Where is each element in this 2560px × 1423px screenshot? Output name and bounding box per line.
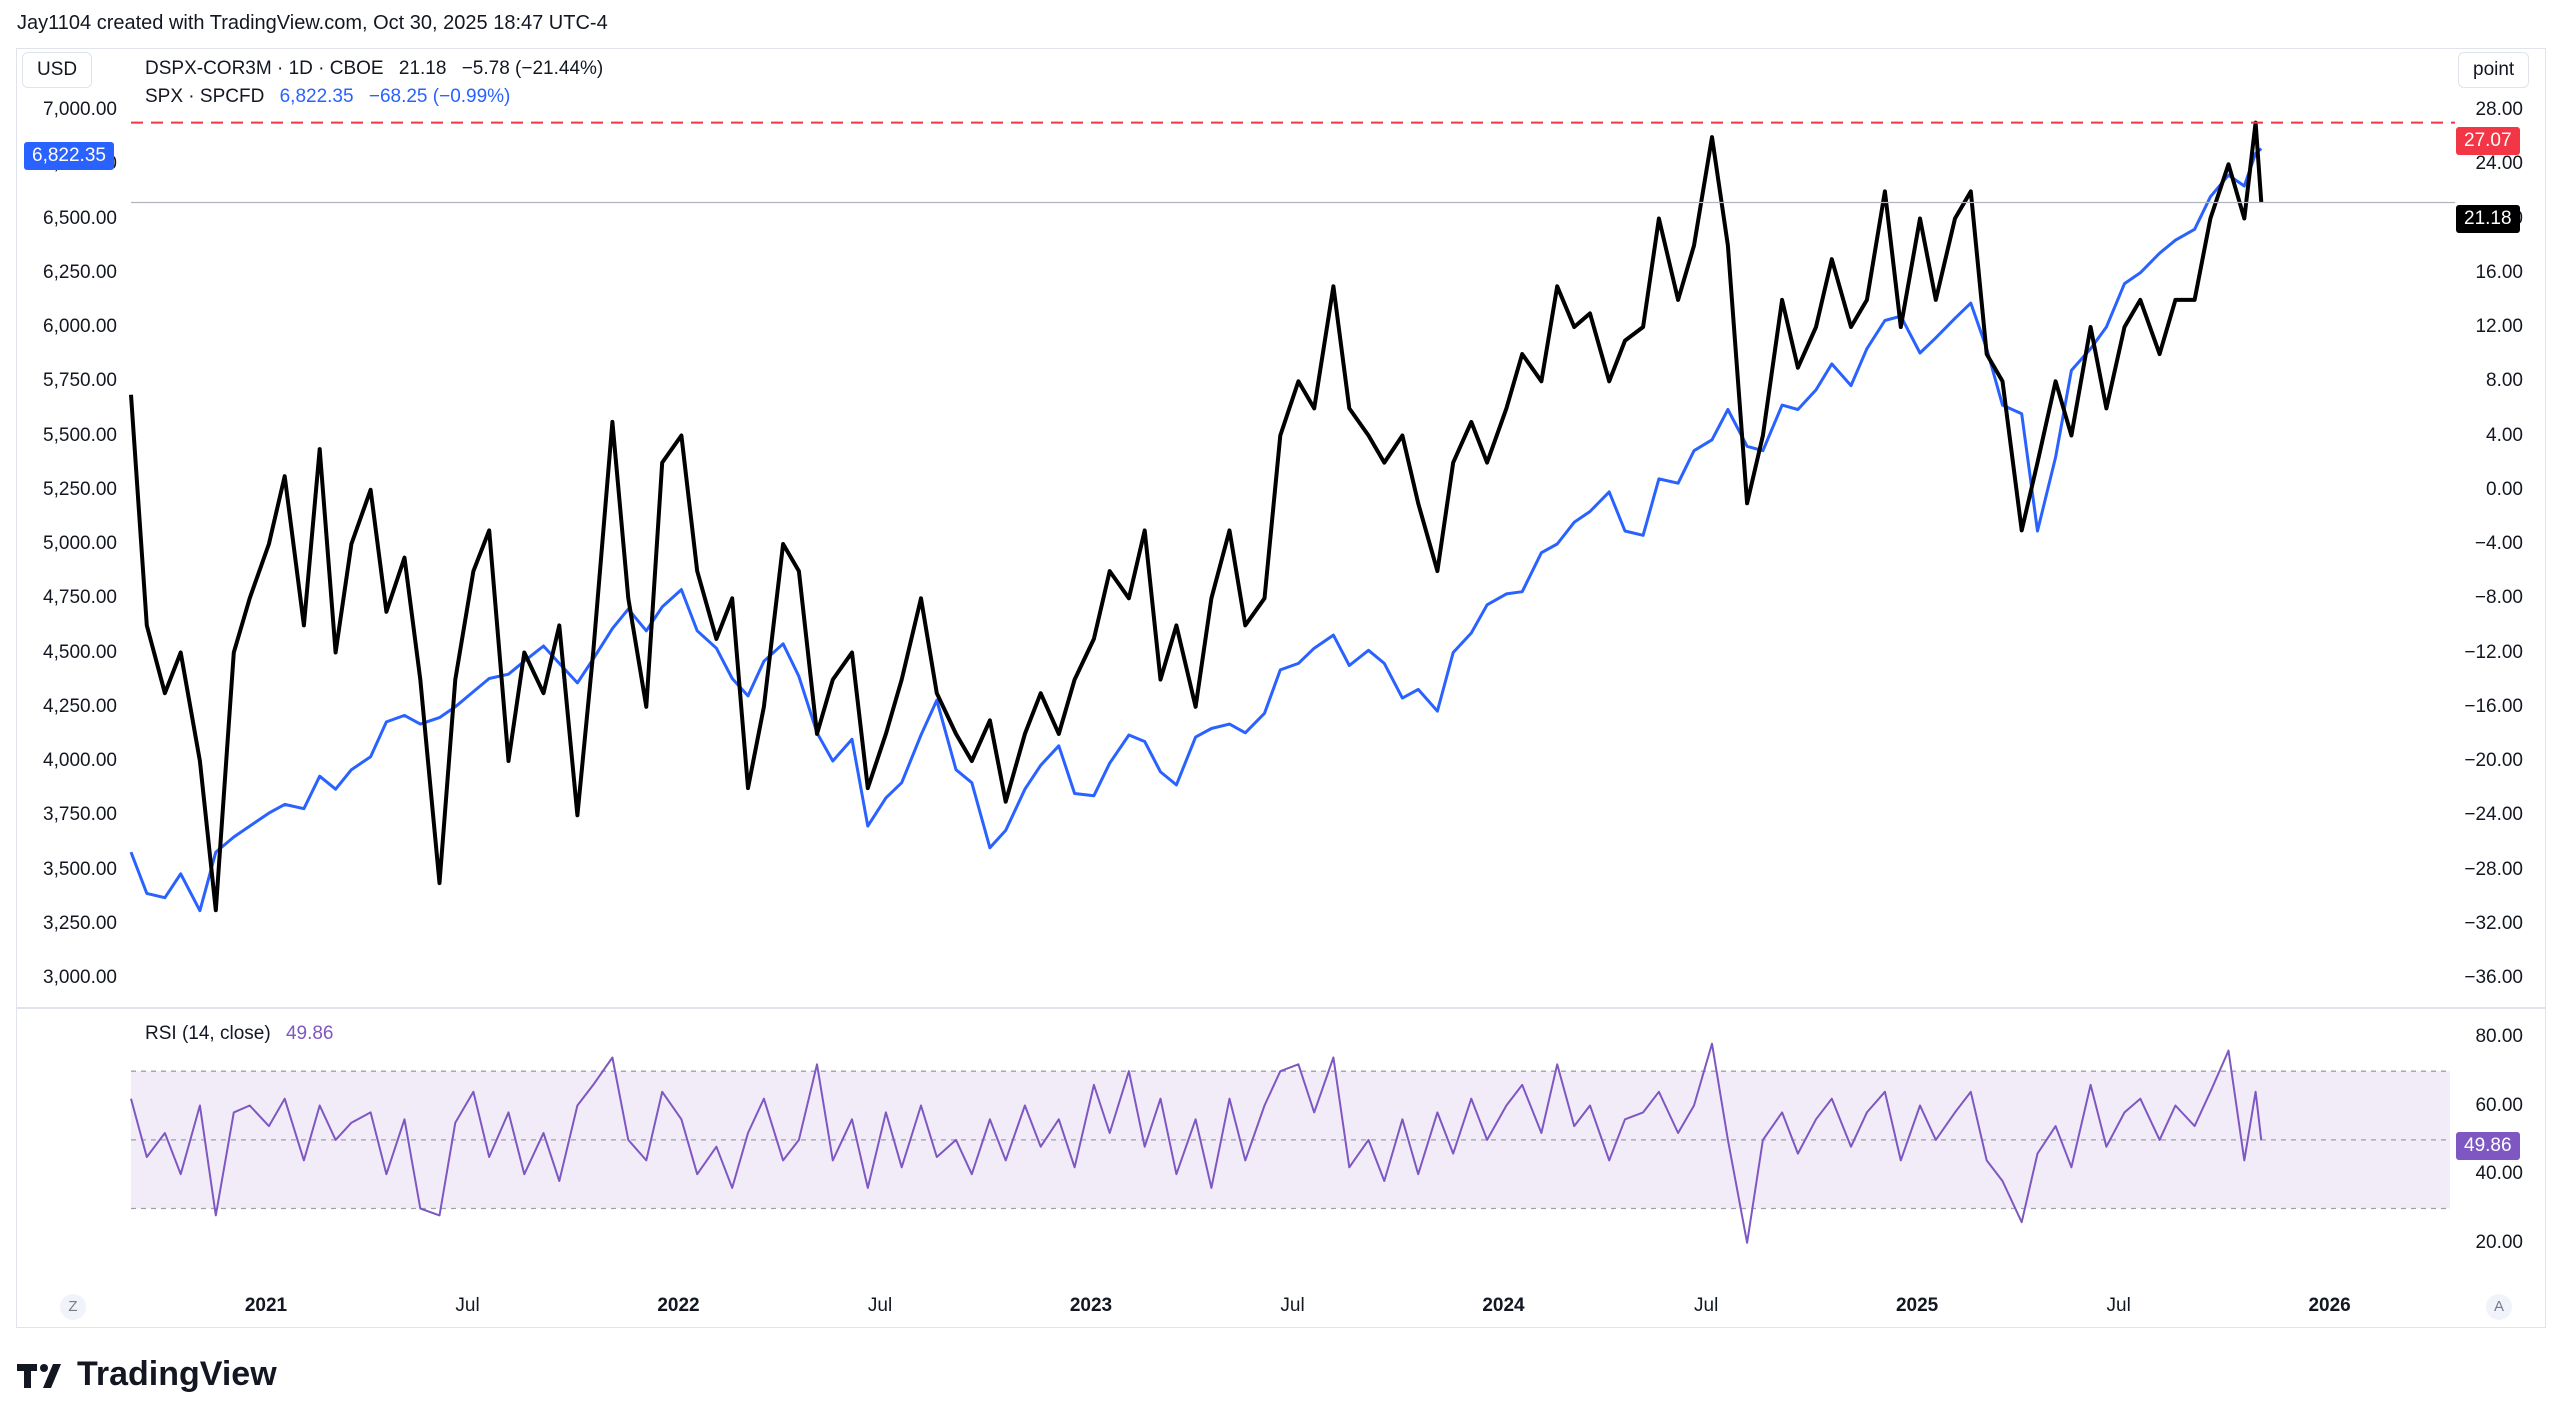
time-axis-tick-label: 2024	[1482, 1295, 1525, 1316]
left-scale-tick-label: 4,250.00	[43, 695, 117, 717]
spx-series-line	[129, 147, 2263, 913]
left-scale-tick-label: 6,250.00	[43, 261, 117, 283]
right-scale-tick-label: −12.00	[2464, 641, 2523, 663]
time-axis-tick-label: 2026	[2308, 1295, 2351, 1316]
rsi-scale-tick-label: 80.00	[2475, 1025, 2523, 1047]
right-scale-tick-label: 28.00	[2475, 99, 2523, 120]
legend-compare-value: 6,822.35	[279, 86, 354, 107]
rsi-last-value-tag: 49.86	[2456, 1132, 2520, 1160]
right-scale-tick-label: −36.00	[2464, 967, 2523, 988]
spx-last-price-tag: 6,822.35	[24, 142, 114, 170]
legend-compare[interactable]: SPX · SPCFD 6,822.35 −68.25 (−0.99%)	[145, 86, 510, 108]
rsi-scale-tick-label: 40.00	[2475, 1163, 2523, 1185]
unit-button[interactable]: point	[2458, 52, 2530, 88]
left-scale-tick-label: 3,750.00	[43, 804, 117, 826]
time-axis-tick-label: Jul	[1280, 1295, 1305, 1316]
left-scale-tick-label: 5,250.00	[43, 478, 117, 500]
legend-compare-change: −68.25 (−0.99%)	[368, 86, 511, 107]
time-axis-tick-label: Jul	[455, 1295, 480, 1316]
tradingview-logo: TradingView	[17, 1355, 277, 1394]
rsi-series-line	[130, 1042, 2263, 1244]
legend-main-value: 21.18	[398, 58, 447, 79]
auto-scale-button[interactable]: A	[2486, 1294, 2512, 1320]
time-axis-tick-label: 2021	[244, 1295, 288, 1316]
legend-main-change: −5.78 (−21.44%)	[461, 58, 604, 79]
rsi-scale-tick-label: 20.00	[2475, 1231, 2523, 1253]
left-scale-tick-label: 4,500.00	[43, 641, 117, 663]
left-scale-tick-label: 3,000.00	[43, 967, 117, 988]
left-scale-tick-label: 7,000.00	[43, 99, 117, 120]
time-axis-tick-label: Jul	[1694, 1295, 1719, 1316]
right-scale-tick-label: 0.00	[2486, 478, 2523, 500]
right-scale-tick-label: −32.00	[2464, 912, 2523, 934]
time-axis-tick-label: Jul	[867, 1295, 893, 1316]
time-axis-tick-label: 2025	[1895, 1295, 1939, 1316]
legend-main-symbol: DSPX-COR3M · 1D · CBOE	[145, 58, 384, 79]
left-scale-tick-label: 3,250.00	[43, 912, 117, 934]
left-scale-tick-label: 6,500.00	[43, 207, 117, 229]
right-scale-tick-label: 8.00	[2486, 370, 2523, 392]
time-axis-tick-label: 2023	[1069, 1295, 1113, 1316]
legend-main[interactable]: DSPX-COR3M · 1D · CBOE 21.18 −5.78 (−21.…	[145, 58, 603, 80]
currency-button[interactable]: USD	[22, 52, 93, 88]
right-scale-tick-label: 4.00	[2486, 424, 2523, 446]
right-scale-tick-label: −4.00	[2474, 533, 2523, 554]
series-lines	[129, 120, 2264, 1244]
right-scale-tick-label: −16.00	[2464, 695, 2523, 717]
legend-rsi-value: 49.86	[285, 1023, 334, 1044]
right-scale-tick-label: −28.00	[2464, 858, 2523, 880]
rsi-band	[16, 1007, 2546, 1210]
main-last-price-tag: 21.18	[2456, 205, 2520, 233]
tradingview-wordmark: TradingView	[77, 1355, 277, 1393]
left-scale-tick-label: 3,500.00	[43, 858, 117, 880]
right-scale-tick-label: −24.00	[2464, 804, 2523, 826]
right-scale-tick-label: 24.00	[2475, 153, 2523, 175]
legend-rsi[interactable]: RSI (14, close) 49.86	[145, 1023, 333, 1045]
left-scale-tick-label: 4,750.00	[43, 587, 117, 609]
chart-frame	[16, 48, 2546, 1328]
right-scale-tick-label: −8.00	[2474, 587, 2523, 609]
left-scale-tick-label: 5,500.00	[43, 424, 117, 446]
time-axis-tick-label: 2022	[657, 1295, 700, 1316]
main-high-price-tag: 27.07	[2456, 127, 2520, 155]
left-scale-tick-label: 4,000.00	[43, 750, 117, 771]
right-scale-tick-label: 12.00	[2475, 316, 2523, 337]
right-scale-tick-label: 16.00	[2475, 261, 2523, 283]
left-scale-tick-label: 5,750.00	[43, 370, 117, 392]
attribution: Jay1104 created with TradingView.com, Oc…	[17, 12, 608, 34]
tradingview-logo-icon	[17, 1363, 61, 1388]
time-axis-tick-label: Jul	[2106, 1295, 2131, 1316]
dspx-cor3m-series-line	[129, 120, 2264, 913]
reference-lines	[131, 121, 2455, 204]
legend-rsi-label: RSI (14, close)	[145, 1023, 271, 1044]
left-scale-tick-label: 6,000.00	[43, 316, 117, 337]
right-scale-tick-label: −20.00	[2464, 750, 2523, 771]
left-scale-tick-label: 5,000.00	[43, 533, 117, 554]
rsi-scale-tick-label: 60.00	[2475, 1094, 2523, 1116]
legend-compare-symbol: SPX · SPCFD	[145, 86, 265, 107]
zoom-corner-button[interactable]: Z	[60, 1294, 86, 1320]
